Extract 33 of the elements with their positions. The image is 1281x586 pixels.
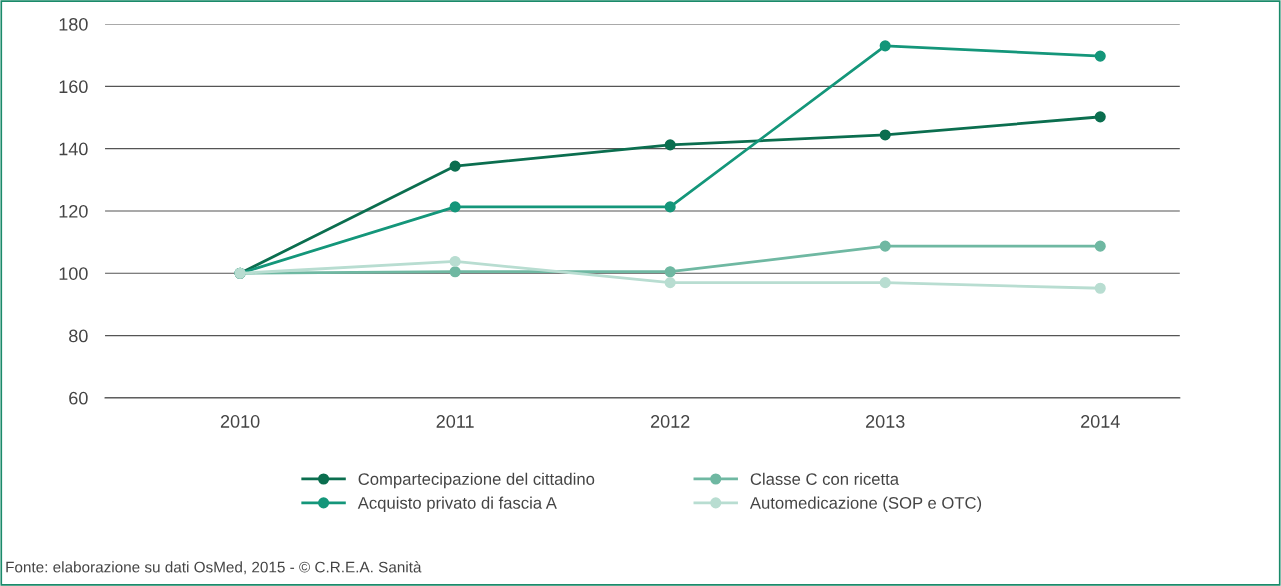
point bbox=[664, 139, 676, 151]
point bbox=[449, 201, 461, 213]
y-tick-label: 120 bbox=[59, 204, 88, 218]
legend-label: Classe C con ricetta bbox=[750, 472, 900, 485]
point bbox=[879, 40, 891, 52]
point bbox=[664, 277, 676, 289]
source-note: Fonte: elaborazione su dati OsMed, 2015 - © C.R.E.A. Sanità bbox=[6, 561, 422, 575]
point bbox=[664, 201, 676, 213]
y-tick-label: 140 bbox=[59, 142, 88, 156]
x-tick-label: 2011 bbox=[436, 415, 474, 428]
y-tick-label: 100 bbox=[59, 267, 88, 280]
x-tick-label: 2013 bbox=[866, 415, 905, 428]
point bbox=[1094, 240, 1106, 252]
y-tick-label: 180 bbox=[59, 17, 88, 31]
point bbox=[1094, 282, 1106, 294]
point bbox=[879, 277, 891, 289]
point bbox=[879, 240, 891, 252]
legend-label: Acquisto privato di fascia A bbox=[357, 496, 557, 513]
point bbox=[449, 160, 461, 172]
x-tick-label: 2014 bbox=[1081, 415, 1120, 428]
point bbox=[1094, 50, 1106, 62]
y-tick-label: 160 bbox=[59, 80, 88, 94]
point bbox=[449, 255, 461, 267]
point bbox=[664, 266, 676, 278]
y-tick-label: 60 bbox=[69, 391, 88, 405]
legend-label: Compartecipazione del cittadino bbox=[358, 472, 595, 489]
x-tick-label: 2012 bbox=[650, 415, 690, 428]
legend-label: Automedicazione (SOP e OTC) bbox=[749, 496, 982, 513]
point bbox=[449, 266, 461, 278]
y-tick-label: 80 bbox=[69, 329, 88, 343]
point bbox=[1094, 111, 1106, 123]
x-tick-label: 2010 bbox=[220, 415, 260, 428]
point bbox=[879, 129, 891, 141]
